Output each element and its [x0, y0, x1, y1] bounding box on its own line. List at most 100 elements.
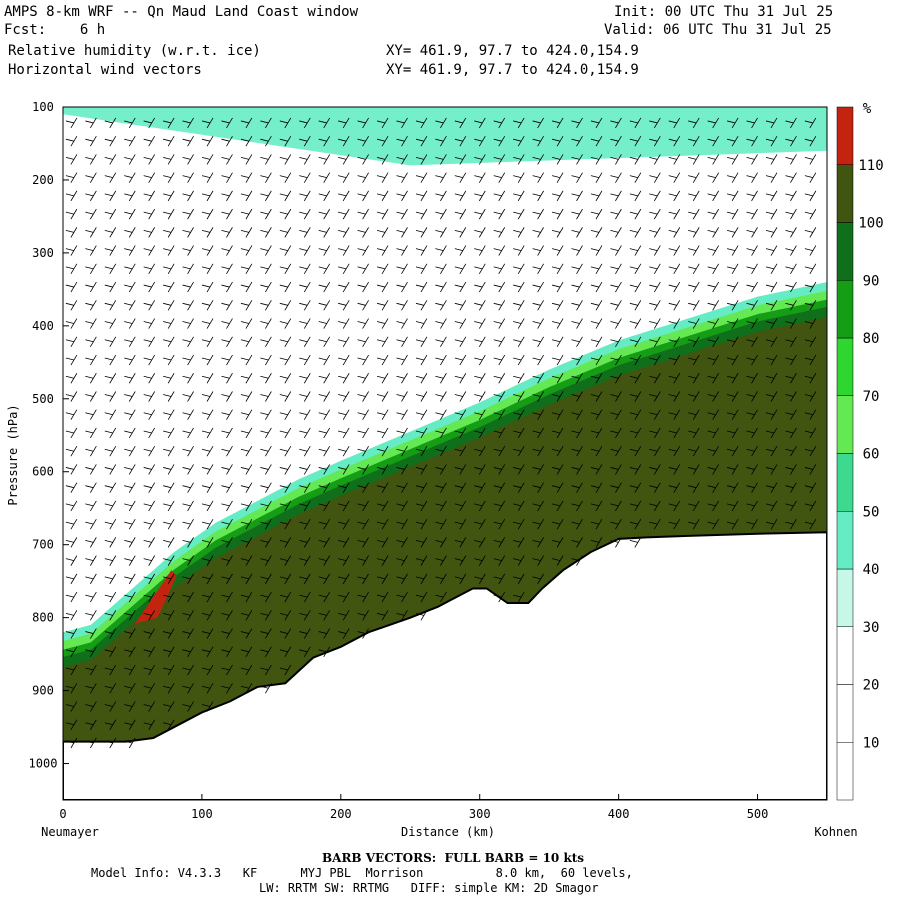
wind-barb: [376, 172, 389, 183]
wind-barb: [707, 500, 719, 512]
wind-barb: [201, 117, 214, 129]
wind-barb: [532, 537, 544, 548]
wind-barb: [532, 336, 544, 347]
wind-barb: [707, 227, 719, 238]
wind-barb: [240, 245, 253, 256]
wind-barb: [357, 427, 369, 439]
wind-barb: [435, 464, 447, 475]
wind-barb: [299, 591, 311, 603]
wind-barb: [260, 227, 272, 238]
wind-barb: [785, 373, 797, 384]
wind-barb: [85, 482, 97, 493]
wind-barb: [299, 281, 311, 293]
wind-barb: [513, 482, 525, 493]
wind-barb: [201, 445, 214, 457]
wind-barb: [551, 427, 564, 439]
wind-barb: [765, 445, 778, 457]
wind-barb: [610, 427, 622, 439]
wind-barbs: [65, 117, 817, 749]
wind-barb: [571, 281, 583, 293]
wind-barb: [221, 445, 233, 457]
wind-barb: [201, 135, 214, 147]
wind-barb: [785, 135, 797, 147]
wind-barb: [260, 281, 272, 293]
wind-barb: [610, 208, 622, 220]
wind-barb: [279, 555, 292, 566]
wind-barb: [376, 445, 389, 457]
wind-barb: [649, 263, 661, 275]
wind-barb: [765, 208, 778, 220]
wind-barb: [124, 172, 136, 183]
wind-barb: [474, 154, 486, 165]
wind-barb: [279, 354, 292, 366]
wind-barb: [201, 646, 214, 658]
wind-barb: [629, 208, 642, 220]
wind-barb: [513, 245, 525, 256]
wind-barb: [143, 555, 156, 566]
wind-barb: [493, 427, 506, 439]
wind-barb: [435, 482, 447, 493]
wind-barb: [143, 336, 156, 347]
wind-barb: [201, 573, 214, 585]
wind-barb: [688, 281, 700, 293]
wind-barb: [435, 391, 447, 402]
wind-barb: [435, 208, 447, 220]
model-info-2: LW: RRTM SW: RRTMG DIFF: simple KM: 2D S…: [259, 881, 599, 895]
wind-barb: [65, 336, 78, 347]
wind-barb: [415, 445, 428, 457]
wind-barb: [376, 409, 389, 420]
colorbar-label: 60: [863, 447, 880, 463]
wind-barb: [163, 573, 175, 585]
wind-barb: [804, 336, 817, 347]
wind-barb: [765, 190, 778, 202]
wind-barb: [221, 610, 233, 621]
wind-barb: [513, 190, 525, 202]
wind-barb: [571, 445, 583, 457]
wind-barb: [240, 591, 253, 603]
wind-barb: [804, 445, 817, 457]
wind-barb: [260, 263, 272, 275]
wind-barb: [182, 445, 194, 457]
wind-barb: [260, 628, 272, 639]
wind-barb: [765, 154, 778, 165]
wind-barb: [513, 318, 525, 329]
wind-barb: [299, 427, 311, 439]
wind-barb: [474, 391, 486, 402]
y-tick-label: 600: [32, 465, 54, 479]
wind-barb: [260, 500, 272, 512]
wind-barb: [513, 172, 525, 183]
wind-barb: [649, 135, 661, 147]
wind-barb: [474, 336, 486, 347]
wind-barb: [629, 427, 642, 439]
wind-barb: [804, 354, 817, 366]
wind-barb: [551, 300, 564, 311]
wind-barb: [163, 500, 175, 512]
wind-barb: [260, 464, 272, 475]
wind-barb: [707, 354, 719, 366]
wind-barb: [435, 227, 447, 238]
wind-barb: [415, 154, 428, 165]
wind-barb: [454, 300, 467, 311]
wind-barb: [338, 391, 350, 402]
wind-barb: [221, 154, 233, 165]
wind-barb: [688, 172, 700, 183]
wind-barb: [415, 537, 428, 548]
wind-barb: [65, 208, 78, 220]
wind-barb: [590, 281, 603, 293]
wind-barb: [163, 172, 175, 183]
wind-barb: [668, 135, 681, 147]
wind-barb: [804, 281, 817, 293]
wind-barb: [454, 318, 467, 329]
wind-barb: [571, 208, 583, 220]
wind-barb: [85, 628, 97, 639]
wind-barb: [299, 573, 311, 585]
wind-barb: [376, 537, 389, 548]
wind-barb: [299, 409, 311, 420]
wind-barb: [279, 135, 292, 147]
wind-barb: [279, 208, 292, 220]
wind-barb: [104, 391, 117, 402]
wind-barb: [65, 500, 78, 512]
wind-barb: [318, 482, 331, 493]
wind-barb: [785, 500, 797, 512]
wind-barb: [727, 208, 739, 220]
